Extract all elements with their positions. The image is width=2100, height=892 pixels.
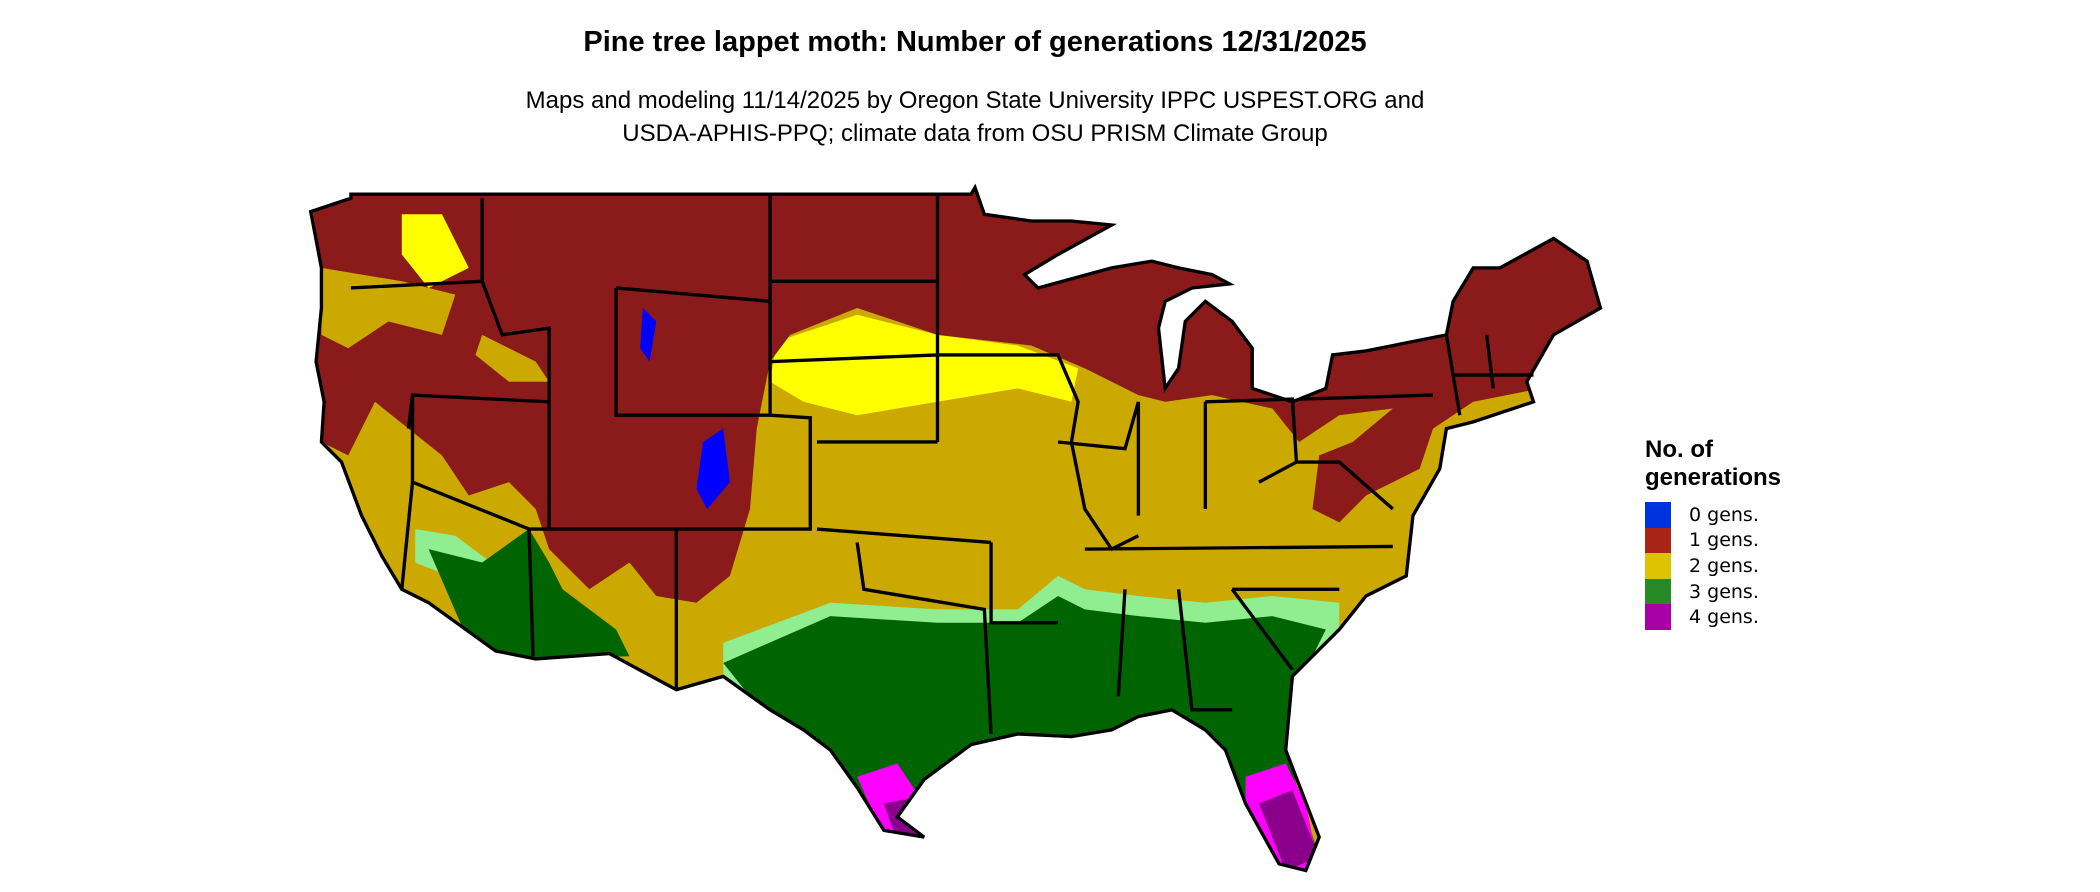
legend-title: No. of generations xyxy=(1645,436,1781,492)
legend-title-line-2: generations xyxy=(1645,464,1782,491)
legend-swatch xyxy=(1645,604,1671,630)
zone-4-gens xyxy=(883,790,1320,871)
legend-item: 4 gens. xyxy=(1645,604,1781,630)
legend-swatch xyxy=(1645,502,1671,528)
legend-swatch xyxy=(1645,578,1671,605)
zone-0-gens xyxy=(640,308,730,509)
legend-label: 0 gens. xyxy=(1689,503,1759,526)
legend-swatch xyxy=(1645,527,1671,554)
legend-title-line-1: No. of xyxy=(1645,436,1713,463)
zone-2-gens-light xyxy=(770,314,1079,416)
legend-label: 1 gens. xyxy=(1689,529,1759,552)
legend-item: 2 gens. xyxy=(1645,553,1781,579)
zone-2-gens-light-wa xyxy=(401,214,469,288)
legend: No. of generations 0 gens. 1 gens. 2 gens.… xyxy=(1645,436,1781,630)
map-title: Pine tree lappet moth: Number of generat… xyxy=(583,26,1367,58)
legend-swatch xyxy=(1645,553,1671,579)
legend-label: 4 gens. xyxy=(1689,606,1759,629)
state-borders xyxy=(309,185,1603,873)
legend-item: 0 gens. xyxy=(1645,502,1781,528)
subtitle-line-1: Maps and modeling 11/14/2025 by Oregon S… xyxy=(525,87,1425,114)
legend-item: 1 gens. xyxy=(1645,527,1781,554)
legend-label: 3 gens. xyxy=(1689,580,1759,603)
subtitle-line-2: USDA-APHIS-PPQ; climate data from OSU PR… xyxy=(622,120,1328,147)
map-subtitle: Maps and modeling 11/14/2025 by Oregon S… xyxy=(0,84,1950,150)
zone-2-gens-snake-river xyxy=(475,334,550,382)
legend-item: 3 gens. xyxy=(1645,578,1781,605)
legend-label: 2 gens. xyxy=(1689,554,1759,577)
